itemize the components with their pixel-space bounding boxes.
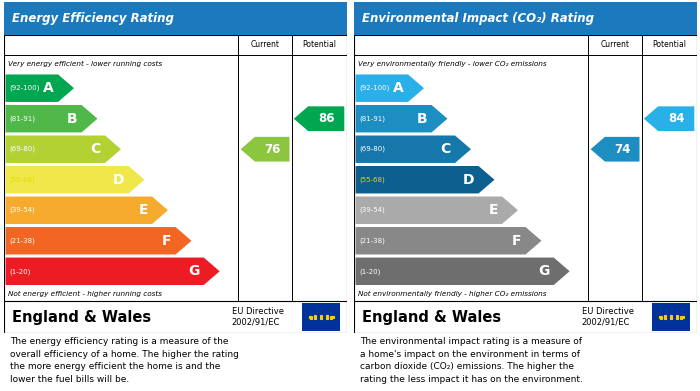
Text: The energy efficiency rating is a measure of the
overall efficiency of a home. T: The energy efficiency rating is a measur…	[10, 337, 239, 384]
Text: (21-38): (21-38)	[360, 237, 386, 244]
Text: (55-68): (55-68)	[10, 176, 36, 183]
Polygon shape	[356, 166, 494, 194]
Bar	[652, 303, 690, 331]
Text: F: F	[512, 234, 522, 248]
Polygon shape	[356, 258, 570, 285]
Text: Not environmentally friendly - higher CO₂ emissions: Not environmentally friendly - higher CO…	[358, 291, 546, 297]
Text: Current: Current	[251, 40, 279, 49]
Text: Potential: Potential	[302, 40, 336, 49]
Text: England & Wales: England & Wales	[12, 310, 151, 325]
Text: E: E	[139, 203, 148, 217]
Bar	[302, 303, 340, 331]
Polygon shape	[241, 137, 290, 161]
Text: D: D	[463, 173, 475, 187]
Polygon shape	[294, 106, 344, 131]
Polygon shape	[6, 105, 97, 133]
Text: (81-91): (81-91)	[10, 115, 36, 122]
Text: (69-80): (69-80)	[360, 146, 386, 152]
Polygon shape	[6, 197, 168, 224]
Text: Very environmentally friendly - lower CO₂ emissions: Very environmentally friendly - lower CO…	[358, 61, 546, 67]
Text: 76: 76	[264, 143, 281, 156]
Text: Energy Efficiency Rating: Energy Efficiency Rating	[12, 12, 174, 25]
Text: C: C	[91, 142, 101, 156]
Text: (81-91): (81-91)	[360, 115, 386, 122]
Text: Current: Current	[601, 40, 629, 49]
Text: (69-80): (69-80)	[10, 146, 36, 152]
Text: (21-38): (21-38)	[10, 237, 36, 244]
Text: (1-20): (1-20)	[360, 268, 381, 274]
Text: EU Directive
2002/91/EC: EU Directive 2002/91/EC	[582, 307, 634, 327]
Polygon shape	[644, 106, 694, 131]
Text: (55-68): (55-68)	[360, 176, 386, 183]
Text: EU Directive
2002/91/EC: EU Directive 2002/91/EC	[232, 307, 284, 327]
Polygon shape	[356, 105, 447, 133]
Text: Not energy efficient - higher running costs: Not energy efficient - higher running co…	[8, 291, 162, 297]
Polygon shape	[6, 166, 144, 194]
Text: A: A	[393, 81, 404, 95]
Polygon shape	[356, 227, 542, 255]
Polygon shape	[356, 136, 471, 163]
Text: G: G	[188, 264, 199, 278]
Polygon shape	[591, 137, 640, 161]
Text: Environmental Impact (CO₂) Rating: Environmental Impact (CO₂) Rating	[362, 12, 594, 25]
Text: D: D	[113, 173, 125, 187]
Text: (92-100): (92-100)	[360, 85, 390, 91]
Text: 86: 86	[318, 112, 335, 125]
Text: B: B	[66, 112, 78, 126]
Text: Potential: Potential	[652, 40, 686, 49]
Text: (92-100): (92-100)	[10, 85, 40, 91]
Text: (39-54): (39-54)	[360, 207, 386, 213]
Text: A: A	[43, 81, 54, 95]
Text: (1-20): (1-20)	[10, 268, 31, 274]
Text: (39-54): (39-54)	[10, 207, 36, 213]
Polygon shape	[6, 74, 74, 102]
Text: Very energy efficient - lower running costs: Very energy efficient - lower running co…	[8, 61, 162, 67]
Text: B: B	[416, 112, 428, 126]
Text: C: C	[441, 142, 451, 156]
Text: F: F	[162, 234, 172, 248]
Text: 74: 74	[614, 143, 631, 156]
Polygon shape	[356, 74, 424, 102]
Text: The environmental impact rating is a measure of
a home's impact on the environme: The environmental impact rating is a mea…	[360, 337, 583, 384]
Text: E: E	[489, 203, 498, 217]
Polygon shape	[6, 258, 220, 285]
Text: G: G	[538, 264, 550, 278]
Text: 84: 84	[668, 112, 685, 125]
Polygon shape	[6, 227, 192, 255]
Polygon shape	[356, 197, 518, 224]
Text: England & Wales: England & Wales	[362, 310, 501, 325]
Polygon shape	[6, 136, 121, 163]
